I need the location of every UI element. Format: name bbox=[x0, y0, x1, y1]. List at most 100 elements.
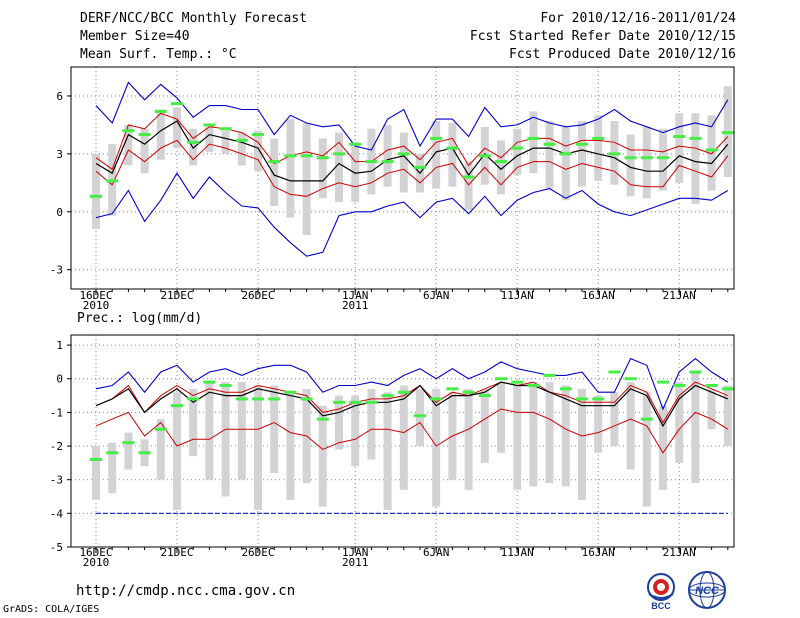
x-tick-label: 16DEC bbox=[79, 289, 112, 302]
ensemble-box bbox=[578, 121, 586, 187]
grads-credit: GrADS: COLA/IGES bbox=[3, 604, 100, 615]
y-tick-label: 3 bbox=[56, 148, 63, 161]
ensemble-box bbox=[497, 382, 505, 453]
ensemble-box bbox=[254, 130, 262, 172]
median-marker bbox=[90, 458, 102, 462]
x-tick-year-label: 2010 bbox=[83, 299, 110, 312]
median-marker bbox=[721, 131, 734, 135]
y-tick-label: -3 bbox=[50, 264, 63, 277]
median-marker bbox=[365, 400, 378, 404]
median-marker bbox=[365, 160, 378, 164]
median-marker bbox=[624, 377, 637, 381]
median-marker bbox=[576, 142, 588, 146]
ensemble-box bbox=[626, 382, 635, 470]
ensemble-box bbox=[642, 392, 651, 507]
median-marker bbox=[106, 179, 119, 183]
x-tick-label: 26DEC bbox=[241, 546, 274, 559]
median-marker bbox=[705, 383, 718, 387]
y-tick-label: -5 bbox=[50, 541, 63, 554]
median-marker bbox=[592, 397, 605, 401]
ensemble-box bbox=[205, 382, 214, 480]
median-marker bbox=[252, 133, 264, 137]
ensemble-box bbox=[561, 126, 570, 201]
median-marker bbox=[495, 377, 507, 381]
ensemble-box bbox=[318, 138, 327, 199]
median-marker bbox=[397, 152, 410, 156]
ensemble-box bbox=[497, 140, 505, 195]
median-marker bbox=[106, 451, 119, 455]
median-marker bbox=[543, 373, 556, 377]
ensemble-box bbox=[108, 442, 117, 494]
ensemble-box bbox=[286, 119, 295, 218]
median-marker bbox=[187, 140, 200, 144]
y-tick-label: -1 bbox=[50, 406, 63, 419]
ensemble-box bbox=[92, 153, 100, 230]
plot-frame bbox=[70, 334, 735, 548]
ensemble-box bbox=[399, 132, 408, 193]
x-tick-label: 16JAN bbox=[582, 289, 615, 302]
bcc-logo: BCC bbox=[647, 573, 675, 610]
y-tick-label: 0 bbox=[56, 373, 63, 386]
median-marker bbox=[235, 138, 248, 142]
median-marker bbox=[640, 156, 653, 160]
spread-high-line bbox=[95, 112, 729, 171]
median-marker bbox=[171, 404, 183, 408]
median-marker bbox=[219, 383, 232, 387]
y-tick-label: 1 bbox=[56, 339, 63, 352]
ensemble-box bbox=[383, 124, 392, 187]
ensemble-box bbox=[351, 395, 360, 467]
ensemble-box bbox=[318, 405, 327, 507]
median-marker bbox=[284, 154, 297, 158]
median-marker bbox=[381, 160, 394, 164]
ensemble-box bbox=[124, 432, 133, 470]
ensemble-box bbox=[351, 142, 360, 203]
median-marker bbox=[543, 142, 556, 146]
plot-frame bbox=[70, 66, 735, 290]
ensemble-box bbox=[561, 385, 570, 487]
ensemble-box bbox=[254, 385, 262, 510]
median-marker bbox=[673, 134, 686, 138]
ensemble-box bbox=[205, 126, 214, 152]
ncc-logo: NCC bbox=[688, 571, 726, 609]
median-marker bbox=[154, 427, 167, 431]
median-marker bbox=[689, 370, 702, 374]
x-tick-label: 6JAN bbox=[423, 546, 450, 559]
x-tick-year-label: 2011 bbox=[342, 299, 369, 312]
ensemble-box bbox=[513, 385, 522, 490]
median-marker bbox=[430, 136, 443, 140]
ensemble-box bbox=[399, 385, 408, 490]
median-marker bbox=[414, 165, 426, 169]
max-line bbox=[95, 81, 729, 151]
median-marker bbox=[414, 414, 426, 418]
chart-title: DERF/NCC/BCC Monthly Forecast bbox=[80, 11, 307, 26]
median-marker bbox=[333, 152, 345, 156]
variable-label: Mean Surf. Temp.: °C bbox=[80, 47, 237, 62]
ensemble-box bbox=[302, 122, 311, 235]
ensemble-box bbox=[723, 385, 732, 447]
ensemble-box bbox=[286, 392, 295, 500]
ensemble-box bbox=[124, 124, 133, 166]
median-marker bbox=[446, 387, 459, 391]
ensemble-box bbox=[691, 372, 700, 484]
x-tick-label: 21DEC bbox=[160, 289, 193, 302]
median-marker bbox=[203, 123, 216, 127]
y-tick-label: -4 bbox=[50, 507, 64, 520]
min-line bbox=[95, 172, 729, 257]
fcst-started-date: Fcst Started Refer Date 2010/12/15 bbox=[469, 29, 736, 44]
ensemble-box bbox=[529, 111, 538, 174]
fcst-produced-date: Fcst Produced Date 2010/12/16 bbox=[509, 47, 736, 62]
ensemble-box bbox=[383, 392, 392, 510]
ensemble-box bbox=[140, 128, 149, 174]
spread-low-line bbox=[95, 408, 729, 454]
median-marker bbox=[705, 148, 718, 152]
median-marker bbox=[592, 136, 605, 140]
ensemble-box bbox=[335, 132, 343, 203]
ncc-logo-text: NCC bbox=[695, 585, 720, 597]
forecast-period: For 2010/12/16-2011/01/24 bbox=[540, 11, 736, 26]
median-marker bbox=[527, 136, 540, 140]
precip-panel-title: Prec.: log(mm/d) bbox=[77, 311, 202, 326]
source-url[interactable]: http://cmdp.ncc.cma.gov.cn bbox=[76, 583, 296, 599]
median-marker bbox=[657, 156, 669, 160]
median-marker bbox=[397, 390, 410, 394]
ensemble-box bbox=[464, 161, 473, 210]
